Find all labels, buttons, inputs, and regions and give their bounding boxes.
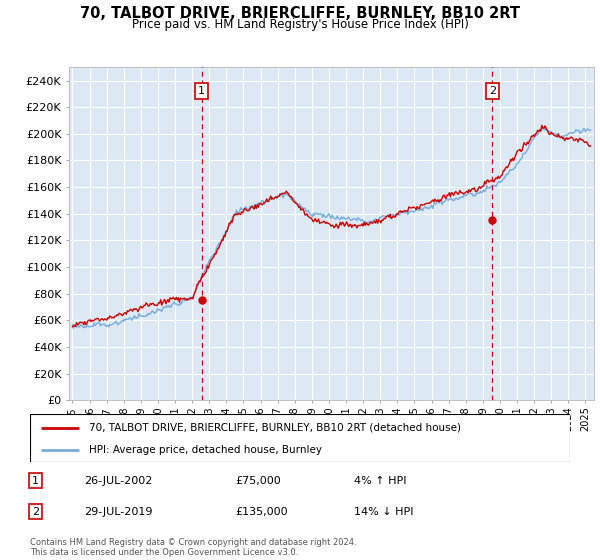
Text: 26-JUL-2002: 26-JUL-2002 xyxy=(84,475,152,486)
Text: Contains HM Land Registry data © Crown copyright and database right 2024.
This d: Contains HM Land Registry data © Crown c… xyxy=(30,538,356,557)
Text: 4% ↑ HPI: 4% ↑ HPI xyxy=(354,475,407,486)
Text: £135,000: £135,000 xyxy=(235,507,288,517)
Text: 1: 1 xyxy=(32,475,39,486)
Text: HPI: Average price, detached house, Burnley: HPI: Average price, detached house, Burn… xyxy=(89,445,322,455)
Text: 70, TALBOT DRIVE, BRIERCLIFFE, BURNLEY, BB10 2RT (detached house): 70, TALBOT DRIVE, BRIERCLIFFE, BURNLEY, … xyxy=(89,423,461,433)
Text: 2: 2 xyxy=(489,86,496,96)
Text: 29-JUL-2019: 29-JUL-2019 xyxy=(84,507,152,517)
Text: £75,000: £75,000 xyxy=(235,475,281,486)
FancyBboxPatch shape xyxy=(30,414,570,462)
Text: 1: 1 xyxy=(198,86,205,96)
Text: 14% ↓ HPI: 14% ↓ HPI xyxy=(354,507,413,517)
Text: Price paid vs. HM Land Registry's House Price Index (HPI): Price paid vs. HM Land Registry's House … xyxy=(131,18,469,31)
Text: 70, TALBOT DRIVE, BRIERCLIFFE, BURNLEY, BB10 2RT: 70, TALBOT DRIVE, BRIERCLIFFE, BURNLEY, … xyxy=(80,6,520,21)
Text: 2: 2 xyxy=(32,507,39,517)
